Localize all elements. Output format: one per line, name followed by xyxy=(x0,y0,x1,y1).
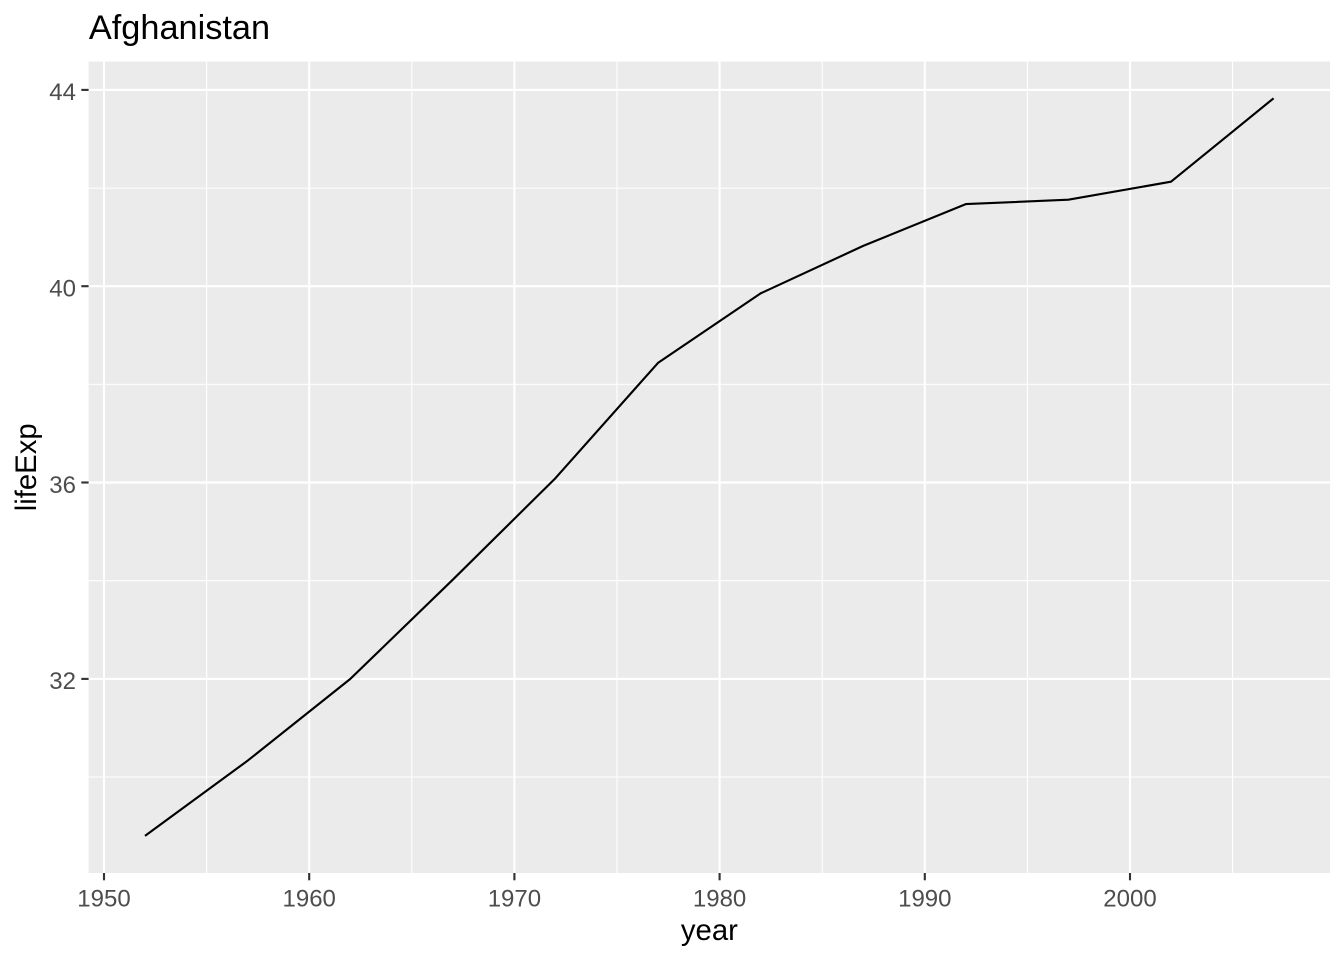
svg-text:1970: 1970 xyxy=(488,886,541,913)
svg-text:32: 32 xyxy=(49,668,76,695)
svg-text:lifeExp: lifeExp xyxy=(10,423,43,511)
svg-text:36: 36 xyxy=(49,472,76,499)
svg-text:year: year xyxy=(681,914,738,947)
svg-text:1960: 1960 xyxy=(283,886,336,913)
svg-text:1950: 1950 xyxy=(77,886,130,913)
svg-text:1980: 1980 xyxy=(693,886,746,913)
svg-text:40: 40 xyxy=(49,276,76,303)
svg-text:Afghanistan: Afghanistan xyxy=(89,9,270,47)
svg-text:1990: 1990 xyxy=(898,886,951,913)
svg-text:2000: 2000 xyxy=(1103,886,1156,913)
svg-text:44: 44 xyxy=(49,79,76,106)
